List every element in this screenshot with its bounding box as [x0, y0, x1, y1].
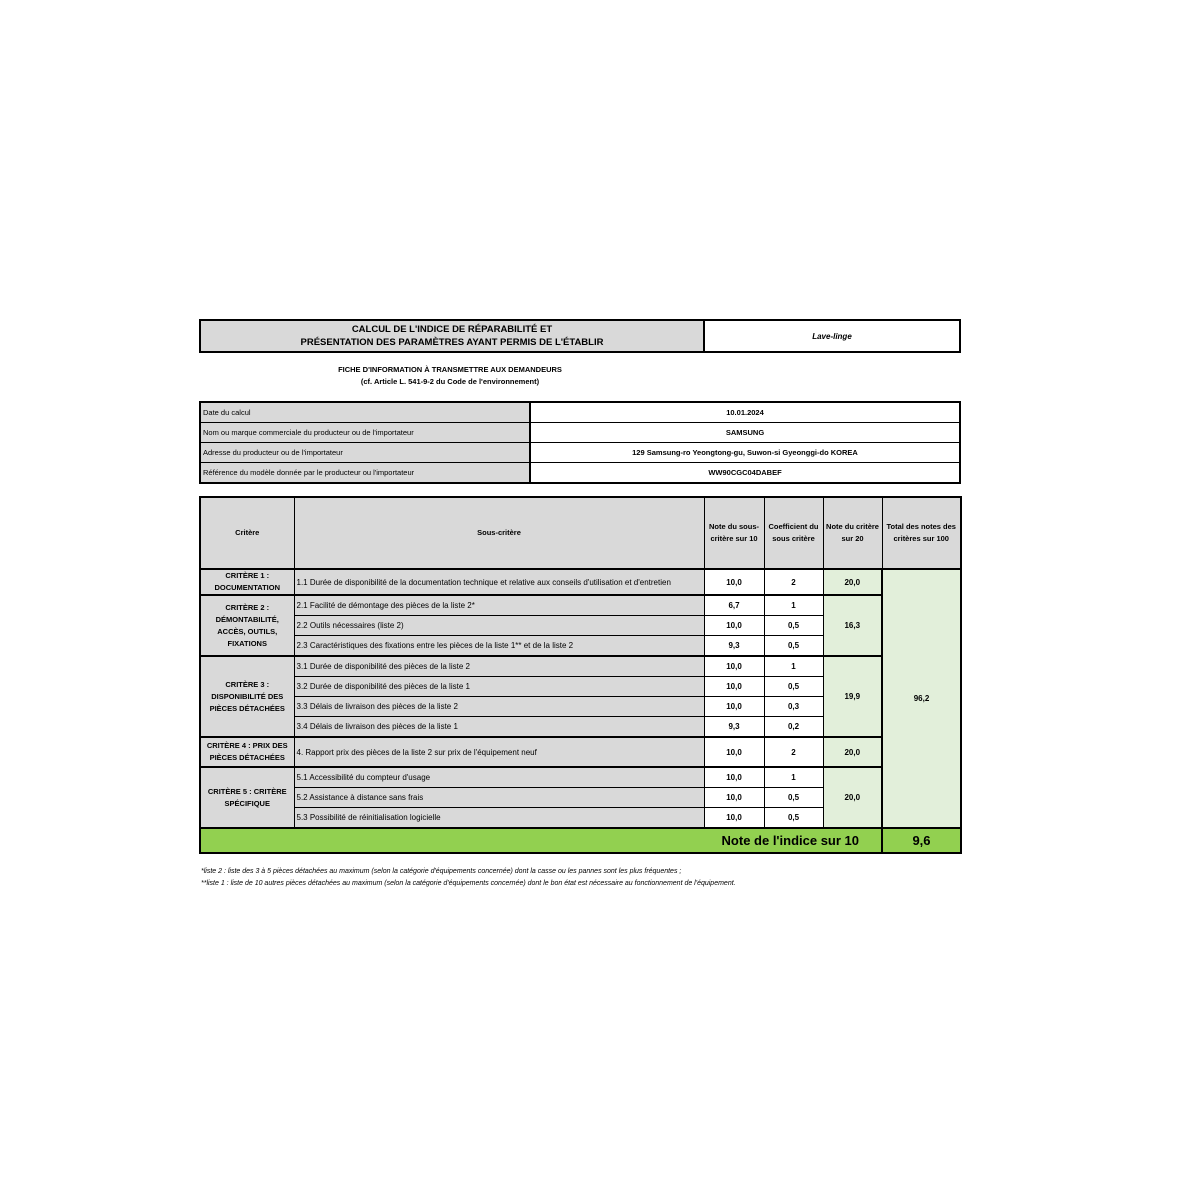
title-block: CALCUL DE L'INDICE DE RÉPARABILITÉ ET PRÉ… — [199, 319, 961, 353]
info-value: 10.01.2024 — [529, 401, 961, 423]
title-line-1: CALCUL DE L'INDICE DE RÉPARABILITÉ ET — [351, 324, 553, 335]
info-row: Adresse du producteur ou de l'importateu… — [199, 442, 961, 463]
info-table: Date du calcul 10.01.2024 Nom ou marque co… — [199, 401, 961, 484]
subcriterion-coefficient: 0,5 — [763, 615, 824, 636]
criterion-score: 16,3 — [822, 594, 883, 657]
subcriterion-note: 10,0 — [703, 787, 765, 808]
criterion-score: 19,9 — [822, 655, 883, 738]
info-row: Référence du modèle donnée par le produc… — [199, 462, 961, 484]
subtitle: FICHE D'INFORMATION À TRANSMETTRE AUX DE… — [199, 364, 701, 388]
subcriterion-label: 3.2 Durée de disponibilité des pièces de… — [293, 676, 705, 697]
subcriterion-coefficient: 2 — [763, 568, 824, 596]
footnotes: *liste 2 : liste des 3 à 5 pièces détach… — [201, 866, 736, 890]
table-row: 3.2 Durée de disponibilité des pièces de… — [200, 676, 961, 697]
subcriterion-coefficient: 0,5 — [763, 807, 824, 829]
subcriterion-label: 3.3 Délais de livraison des pièces de la… — [293, 696, 705, 717]
criterion-name: CRITÈRE 4 : PRIX DES PIÈCES DÉTACHÉES — [199, 736, 295, 768]
header-note-sous-critere: Note du sous-critère sur 10 — [703, 496, 765, 570]
header-coefficient: Coefficient du sous critère — [763, 496, 824, 570]
subcriterion-label: 5.2 Assistance à distance sans frais — [293, 787, 705, 808]
info-value: SAMSUNG — [529, 422, 961, 443]
table-row: CRITÈRE 4 : PRIX DES PIÈCES DÉTACHÉES 4. … — [199, 736, 961, 768]
table-row: CRITÈRE 1 : DOCUMENTATION 1.1 Durée de di… — [199, 568, 962, 829]
subcriterion-note: 10,0 — [703, 615, 765, 636]
subcriterion-coefficient: 0,5 — [763, 676, 824, 697]
header-total: Total des notes des critères sur 100 — [881, 496, 962, 570]
info-row: Nom ou marque commerciale du producteur … — [199, 422, 961, 443]
subcriterion-note: 10,0 — [703, 676, 765, 697]
table-row: 5.3 Possibilité de réinitialisation logi… — [200, 807, 961, 829]
subcriterion-label: 5.3 Possibilité de réinitialisation logi… — [293, 807, 705, 829]
subcriterion-label: 5.1 Accessibilité du compteur d'usage — [293, 766, 705, 788]
subcriterion-note: 10,0 — [703, 655, 765, 677]
subcriterion-label: 1.1 Durée de disponibilité de la documen… — [293, 568, 705, 596]
subcriterion-coefficient: 0,5 — [763, 635, 824, 657]
subcriterion-note: 10,0 — [703, 736, 765, 768]
criterion-score: 20,0 — [822, 568, 883, 596]
criterion-score: 20,0 — [822, 736, 883, 768]
subcriterion-label: 2.2 Outils nécessaires (liste 2) — [293, 615, 705, 636]
subcriterion-label: 3.4 Délais de livraison des pièces de la… — [293, 716, 705, 738]
title-line-2: PRÉSENTATION DES PARAMÈTRES AYANT PERMIS… — [300, 337, 604, 348]
header-note-critere: Note du critère sur 20 — [822, 496, 883, 570]
criterion-name: CRITÈRE 5 : CRITÈRE SPÉCIFIQUE — [199, 766, 295, 829]
subcriterion-coefficient: 0,3 — [763, 696, 824, 717]
info-label: Adresse du producteur ou de l'importateu… — [199, 442, 531, 463]
criteria-table: Critère Sous-critère Note du sous-critère … — [199, 496, 962, 854]
table-row: CRITÈRE 5 : CRITÈRE SPÉCIFIQUE 5.1 Access… — [199, 766, 961, 829]
criterion-name: CRITÈRE 3 : DISPONIBILITÉ DES PIÈCES DÉT… — [199, 655, 295, 738]
table-row: 3.3 Délais de livraison des pièces de la… — [200, 696, 961, 717]
info-label: Date du calcul — [199, 401, 531, 423]
product-type: Lave-linge — [703, 319, 961, 353]
table-row: 5.2 Assistance à distance sans frais 10,0… — [200, 787, 961, 808]
subcriterion-coefficient: 1 — [763, 594, 824, 616]
info-value: WW90CGC04DABEF — [529, 462, 961, 484]
subcriterion-note: 9,3 — [703, 716, 765, 738]
subtitle-line-1: FICHE D'INFORMATION À TRANSMETTRE AUX DE… — [338, 365, 562, 374]
info-row: Date du calcul 10.01.2024 — [199, 401, 961, 423]
final-row: Note de l'indice sur 10 9,6 — [199, 827, 962, 854]
subcriterion-label: 4. Rapport prix des pièces de la liste 2… — [293, 736, 705, 768]
subcriterion-note: 10,0 — [703, 807, 765, 829]
info-value: 129 Samsung-ro Yeongtong-gu, Suwon-si Gy… — [529, 442, 961, 463]
footnote-liste-1: **liste 1 : liste de 10 autres pièces dé… — [201, 880, 736, 887]
subcriterion-note: 9,3 — [703, 635, 765, 657]
subcriterion-note: 10,0 — [703, 568, 765, 596]
criterion-score: 20,0 — [822, 766, 883, 829]
header-critere: Critère — [199, 496, 295, 570]
info-label: Nom ou marque commerciale du producteur … — [199, 422, 531, 443]
total-score: 96,2 — [881, 568, 962, 829]
footnote-liste-2: *liste 2 : liste des 3 à 5 pièces détach… — [201, 868, 682, 875]
info-label: Référence du modèle donnée par le produc… — [199, 462, 531, 484]
subcriterion-coefficient: 0,5 — [763, 787, 824, 808]
subcriterion-note: 10,0 — [703, 696, 765, 717]
document-title: CALCUL DE L'INDICE DE RÉPARABILITÉ ET PRÉ… — [199, 319, 705, 353]
subcriterion-coefficient: 2 — [763, 736, 824, 768]
subcriterion-coefficient: 0,2 — [763, 716, 824, 738]
final-score: 9,6 — [881, 827, 962, 854]
subcriterion-coefficient: 1 — [763, 655, 824, 677]
table-row: 3.4 Délais de livraison des pièces de la… — [200, 716, 961, 738]
table-row: CRITÈRE 3 : DISPONIBILITÉ DES PIÈCES DÉT… — [199, 655, 961, 738]
subcriterion-note: 10,0 — [703, 766, 765, 788]
subcriterion-coefficient: 1 — [763, 766, 824, 788]
subcriterion-label: 3.1 Durée de disponibilité des pièces de… — [293, 655, 705, 677]
criterion-name: CRITÈRE 1 : DOCUMENTATION — [199, 568, 295, 596]
subcriterion-label: 2.3 Caractéristiques des fixations entre… — [293, 635, 705, 657]
subcriterion-label: 2.1 Facilité de démontage des pièces de … — [293, 594, 705, 616]
criterion-name: CRITÈRE 2 : DÉMONTABILITÉ, ACCÈS, OUTILS… — [199, 594, 295, 657]
table-row: 2.2 Outils nécessaires (liste 2) 10,0 0,5 — [200, 615, 961, 636]
subtitle-line-2: (cf. Article L. 541-9-2 du Code de l'env… — [360, 377, 540, 386]
final-label: Note de l'indice sur 10 — [199, 827, 883, 854]
table-row: CRITÈRE 2 : DÉMONTABILITÉ, ACCÈS, OUTILS… — [199, 594, 961, 657]
subcriterion-note: 6,7 — [703, 594, 765, 616]
header-sous-critere: Sous-critère — [293, 496, 705, 570]
